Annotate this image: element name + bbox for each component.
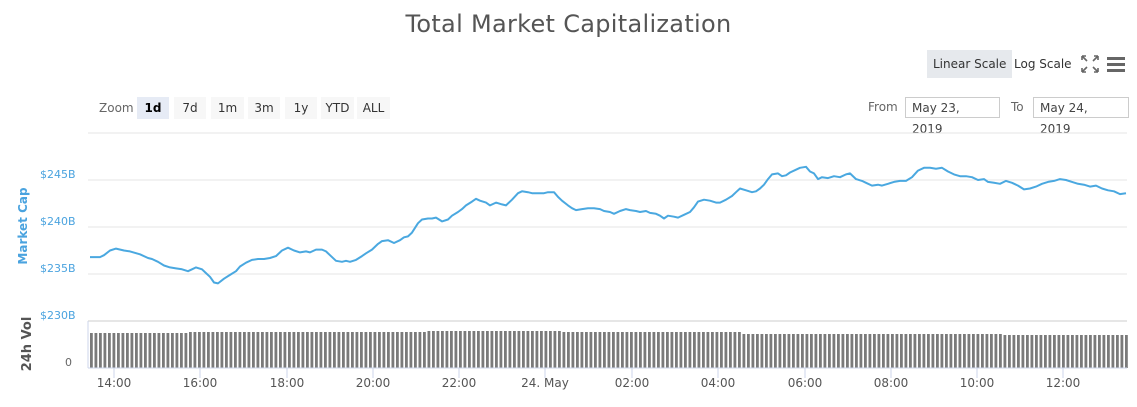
zoom-7d-button[interactable]: 7d (174, 97, 206, 119)
grid-lines (88, 132, 1127, 322)
xtick-label: 12:00 (1046, 376, 1081, 390)
zoom-all-button[interactable]: ALL (357, 97, 390, 119)
y-axis-title: Market Cap (16, 187, 30, 265)
ytick-230: $230B (40, 309, 76, 322)
ytick-240: $240B (40, 215, 76, 228)
to-label: To (1011, 100, 1024, 114)
xtick-label: 14:00 (97, 376, 132, 390)
market-cap-line (90, 165, 1127, 285)
ytick-245: $245B (40, 168, 76, 181)
volume-axis-title: 24h Vol (20, 317, 35, 372)
xtick-label: 10:00 (960, 376, 995, 390)
linear-scale-button[interactable]: Linear Scale (927, 50, 1013, 78)
x-axis-ticks: 14:00 16:00 18:00 20:00 22:00 24. May 02:00 04:… (97, 368, 1081, 390)
xtick-label: 18:00 (270, 376, 305, 390)
xtick-label: 20:00 (356, 376, 391, 390)
fullscreen-icon[interactable] (1079, 53, 1101, 75)
volume-tick-0: 0 (65, 356, 72, 369)
zoom-1y-button[interactable]: 1y (285, 97, 317, 119)
xtick-label: 08:00 (874, 376, 909, 390)
xtick-label: 04:00 (701, 376, 736, 390)
hamburger-menu-icon[interactable] (1105, 53, 1127, 75)
xtick-label: 16:00 (183, 376, 218, 390)
y-axis-ticks: $245B $240B $235B $230B 0 (40, 168, 76, 369)
chart-title: Total Market Capitalization (405, 10, 732, 38)
xtick-label: 24. May (521, 376, 569, 390)
ytick-235: $235B (40, 262, 76, 275)
from-label: From (868, 100, 898, 114)
xtick-label: 02:00 (615, 376, 650, 390)
xtick-label: 22:00 (442, 376, 477, 390)
log-scale-button[interactable]: Log Scale (1014, 57, 1072, 71)
zoom-ytd-button[interactable]: YTD (321, 97, 354, 119)
zoom-1d-button[interactable]: 1d (137, 97, 169, 119)
zoom-label: Zoom (99, 101, 134, 115)
xtick-label: 06:00 (788, 376, 823, 390)
zoom-1m-button[interactable]: 1m (211, 97, 244, 119)
volume-bars (90, 331, 1128, 368)
zoom-3m-button[interactable]: 3m (248, 97, 280, 119)
